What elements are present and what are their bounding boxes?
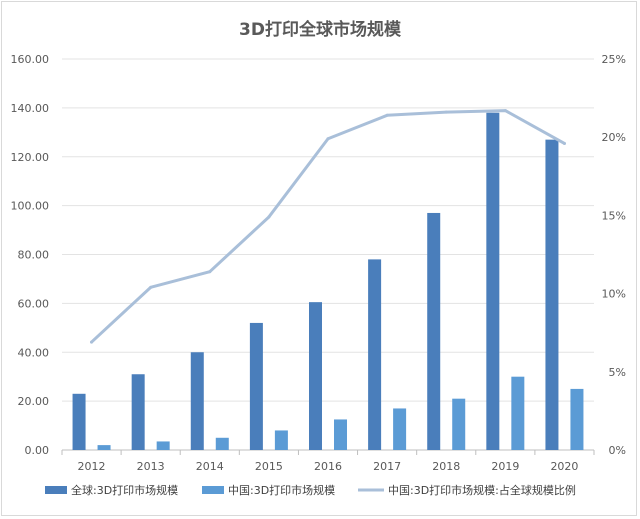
bar-global [368,259,382,450]
x-tick-label: 2017 [373,460,401,473]
ratio-point [562,141,566,145]
bar-global [486,112,500,450]
ratio-point [208,270,212,274]
y-left-tick-label: 120.00 [11,151,50,164]
y-axis-right: 0% 5% 10% 15% 20% 25% [602,53,626,457]
bar-china [570,388,584,450]
bar-china [334,419,347,450]
x-tick-label: 2020 [550,460,578,473]
y-left-tick-label: 80.00 [18,249,50,262]
ratio-point [326,137,330,141]
y-right-tick-label: 5% [609,366,626,379]
ratio-point [503,109,507,113]
y-right-tick-label: 10% [602,288,626,301]
x-axis: 2012 2013 2014 2015 2016 2017 2018 2019 2020 [61,450,595,473]
ratio-point [444,110,448,114]
x-tick-label: 2018 [432,460,460,473]
y-left-tick-label: 0.00 [25,444,50,457]
y-left-tick-label: 60.00 [18,297,50,310]
ratio-line-group [90,109,566,344]
ratio-point [385,113,389,117]
y-left-tick-label: 160.00 [11,53,50,66]
bar-china [452,398,466,450]
bar-china [511,376,525,450]
y-left-tick-label: 20.00 [18,395,50,408]
x-tick-label: 2016 [314,460,342,473]
y-left-tick-label: 100.00 [11,200,50,213]
x-tick-label: 2013 [137,460,165,473]
ratio-point [90,340,94,344]
bar-global [545,139,559,451]
bar-global [249,322,263,450]
legend: 全球:3D打印市场规模 中国:3D打印市场规模 中国:3D打印市场规模:占全球规模比… [45,483,576,497]
legend-label: 中国:3D打印市场规模:占全球规模比例 [388,483,576,497]
legend-swatch [202,486,224,494]
bar-china [274,430,288,450]
x-tick-label: 2015 [255,460,283,473]
bar-global [190,352,204,450]
y-right-tick-label: 20% [602,131,626,144]
ratio-point [149,285,153,289]
y-right-tick-label: 0% [609,444,626,457]
bar-global [72,393,86,450]
grid [62,58,594,451]
y-left-tick-label: 140.00 [11,102,50,115]
chart-title: 3D打印全球市场规模 [239,19,402,40]
x-tick-label: 2014 [196,460,224,473]
x-tick-label: 2012 [78,460,106,473]
bar-global [427,212,441,450]
y-right-tick-label: 25% [602,53,626,66]
ratio-point [267,215,271,219]
bar-china [393,408,407,450]
y-left-tick-label: 40.00 [18,346,50,359]
x-tick-label: 2019 [491,460,519,473]
bar-china [97,445,111,450]
legend-swatch [45,486,67,494]
y-right-tick-label: 15% [602,209,626,222]
y-axis-left: 0.00 20.00 40.00 60.00 80.00 100.00 120.00 140.… [11,53,50,457]
bars [72,112,584,451]
bar-china [156,441,170,450]
bar-global [131,374,145,450]
legend-label: 全球:3D打印市场规模 [71,483,178,497]
legend-label: 中国:3D打印市场规模 [228,483,335,497]
bar-china [215,437,229,450]
bar-global [309,302,322,450]
